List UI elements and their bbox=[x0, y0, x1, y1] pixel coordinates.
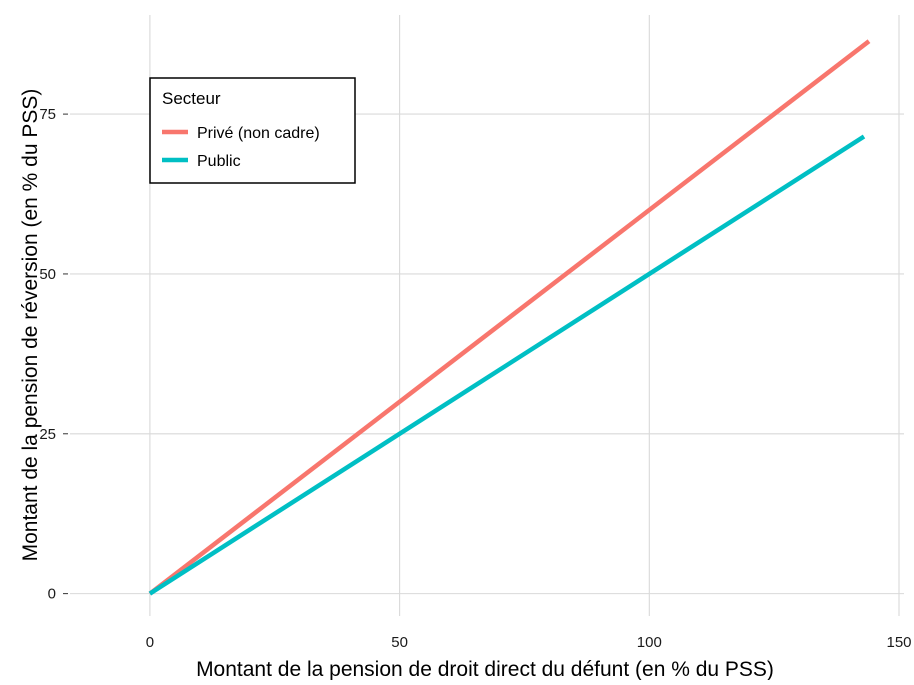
legend: Secteur Privé (non cadre) Public bbox=[149, 77, 356, 184]
x-tick-label: 50 bbox=[391, 634, 408, 651]
grid-lines bbox=[70, 15, 904, 616]
x-tick-label: 0 bbox=[146, 634, 154, 651]
legend-title: Secteur bbox=[162, 89, 221, 108]
y-tick-label: 25 bbox=[39, 426, 56, 443]
y-tick-label: 50 bbox=[39, 266, 56, 283]
series-line bbox=[148, 39, 871, 596]
x-tick-label: 100 bbox=[637, 634, 662, 651]
legend-label: Privé (non cadre) bbox=[197, 125, 320, 142]
series-lines bbox=[148, 39, 871, 596]
x-axis-title: Montant de la pension de droit direct du… bbox=[196, 658, 774, 680]
series-line bbox=[148, 134, 866, 596]
tick-labels: 0 50 100 150 0 25 50 75 bbox=[39, 106, 911, 651]
y-axis-title: Montant de la pension de réversion (en %… bbox=[19, 89, 42, 562]
legend-label: Public bbox=[197, 153, 241, 170]
y-tick-label: 75 bbox=[39, 106, 56, 123]
y-tick-label: 0 bbox=[48, 586, 56, 603]
x-tick-label: 150 bbox=[886, 634, 911, 651]
